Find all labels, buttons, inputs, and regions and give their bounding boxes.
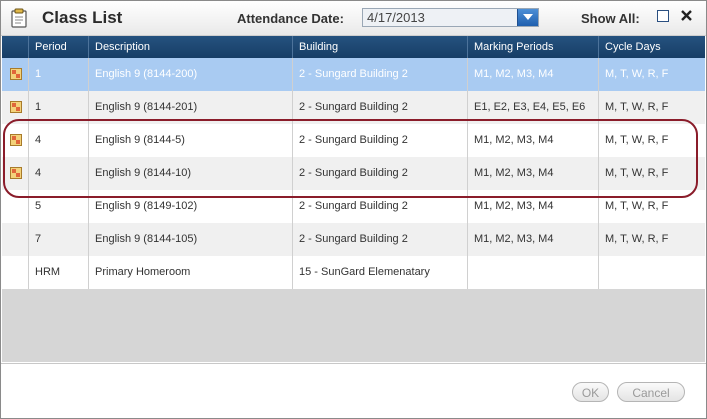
cell-building: 2 - Sungard Building 2 [292,157,467,190]
cell-cycle-days: M, T, W, R, F [598,124,705,157]
cell-cycle-days: M, T, W, R, F [598,157,705,190]
dialog-titlebar: Class List Attendance Date: 4/17/2013 Sh… [1,1,706,36]
grid-header: Period Description Building Marking Peri… [2,36,705,58]
cell-description: Primary Homeroom [88,256,292,289]
cell-description: English 9 (8144-200) [88,58,292,91]
cell-period: 4 [28,157,88,190]
cell-building: 2 - Sungard Building 2 [292,124,467,157]
header-marking-periods[interactable]: Marking Periods [467,36,598,58]
cell-description: English 9 (8144-105) [88,223,292,256]
cell-building: 2 - Sungard Building 2 [292,223,467,256]
table-row[interactable]: HRM Primary Homeroom 15 - SunGard Elemen… [2,256,705,289]
cell-building: 2 - Sungard Building 2 [292,58,467,91]
cell-marking-periods [467,256,598,289]
cell-cycle-days [598,256,705,289]
cell-building: 15 - SunGard Elemenatary [292,256,467,289]
cell-marking-periods: M1, M2, M3, M4 [467,157,598,190]
close-icon[interactable] [681,10,692,21]
cell-marking-periods: M1, M2, M3, M4 [467,58,598,91]
cell-description: English 9 (8144-5) [88,124,292,157]
class-icon [10,134,22,146]
date-dropdown-button[interactable] [517,9,538,26]
row-icon-cell [2,157,28,190]
cell-building: 2 - Sungard Building 2 [292,190,467,223]
cell-marking-periods: M1, M2, M3, M4 [467,124,598,157]
cell-marking-periods: M1, M2, M3, M4 [467,223,598,256]
row-icon-cell [2,91,28,124]
notepad-icon [11,8,27,28]
header-period[interactable]: Period [28,36,88,58]
table-row[interactable]: 4 English 9 (8144-5) 2 - Sungard Buildin… [2,124,705,157]
attendance-date-dropdown[interactable]: 4/17/2013 [362,8,539,27]
class-icon [10,167,22,179]
header-description[interactable]: Description [88,36,292,58]
table-row[interactable]: 1 English 9 (8144-201) 2 - Sungard Build… [2,91,705,124]
cell-cycle-days: M, T, W, R, F [598,58,705,91]
table-row[interactable]: 7 English 9 (8144-105) 2 - Sungard Build… [2,223,705,256]
row-icon-cell [2,256,28,289]
cell-period: 7 [28,223,88,256]
cancel-button[interactable]: Cancel [617,382,685,402]
cell-description: English 9 (8144-10) [88,157,292,190]
cell-cycle-days: M, T, W, R, F [598,223,705,256]
cell-period: 4 [28,124,88,157]
cell-period: 5 [28,190,88,223]
chevron-down-icon [523,14,533,20]
cell-description: English 9 (8144-201) [88,91,292,124]
table-row[interactable]: 5 English 9 (8149-102) 2 - Sungard Build… [2,190,705,223]
table-row[interactable]: 1 English 9 (8144-200) 2 - Sungard Build… [2,58,705,91]
cell-cycle-days: M, T, W, R, F [598,91,705,124]
cell-cycle-days: M, T, W, R, F [598,190,705,223]
cell-marking-periods: E1, E2, E3, E4, E5, E6 [467,91,598,124]
cell-period: HRM [28,256,88,289]
class-icon [10,101,22,113]
attendance-date-value: 4/17/2013 [367,10,425,25]
row-icon-cell [2,124,28,157]
class-icon [10,68,22,80]
row-icon-cell [2,190,28,223]
header-cycle-days[interactable]: Cycle Days [598,36,705,58]
dialog-footer: OK Cancel [1,363,706,418]
show-all-label: Show All: [581,11,640,26]
ok-button[interactable]: OK [572,382,609,402]
cell-period: 1 [28,58,88,91]
row-icon-cell [2,223,28,256]
header-building[interactable]: Building [292,36,467,58]
dialog-title: Class List [42,8,123,27]
row-icon-cell [2,58,28,91]
attendance-date-label: Attendance Date: [237,11,344,26]
header-icon-column [2,36,28,58]
cell-period: 1 [28,91,88,124]
table-row[interactable]: 4 English 9 (8144-10) 2 - Sungard Buildi… [2,157,705,190]
show-all-checkbox[interactable] [657,10,669,22]
cell-building: 2 - Sungard Building 2 [292,91,467,124]
cell-description: English 9 (8149-102) [88,190,292,223]
class-grid: Period Description Building Marking Peri… [2,36,705,362]
cell-marking-periods: M1, M2, M3, M4 [467,190,598,223]
